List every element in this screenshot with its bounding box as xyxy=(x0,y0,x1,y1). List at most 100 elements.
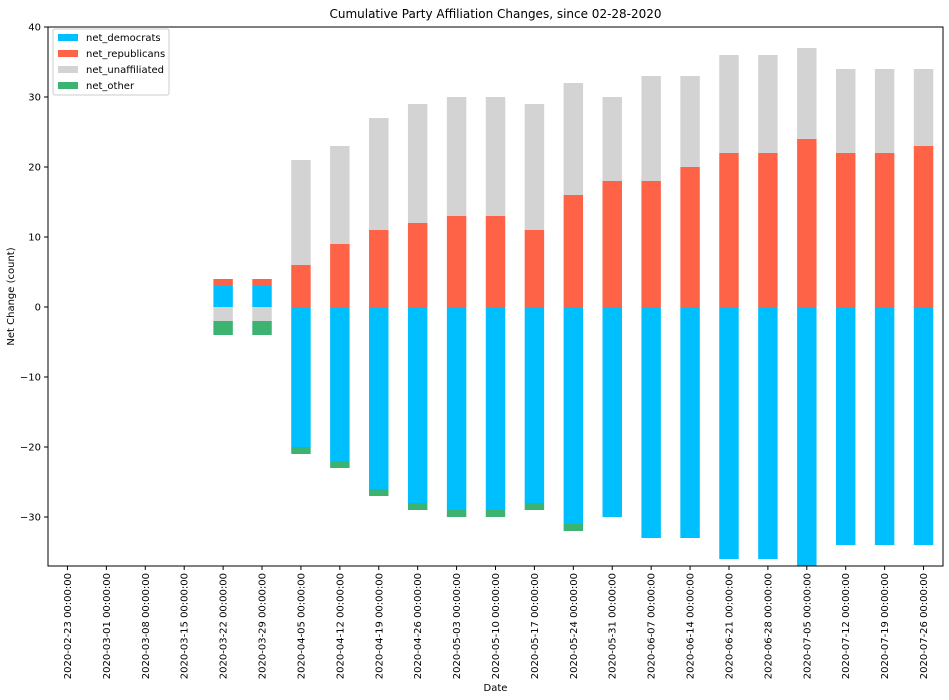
y-tick-label: 30 xyxy=(28,93,41,104)
x-tick-label: 2020-05-03 00:00:00 xyxy=(452,573,463,679)
bar-net_republicans xyxy=(835,153,856,307)
x-tick-label: 2020-05-24 00:00:00 xyxy=(569,573,580,679)
bar-net_unaffiliated xyxy=(719,55,739,153)
bar-net_republicans xyxy=(602,181,622,307)
bar-net_unaffiliated xyxy=(369,118,389,230)
bar-net_republicans xyxy=(874,153,895,307)
bar-net_unaffiliated xyxy=(797,48,817,139)
bar-net_republicans xyxy=(213,279,233,286)
bar-net_unaffiliated xyxy=(252,307,272,321)
bar-net_republicans xyxy=(252,279,272,286)
bar-net_unaffiliated xyxy=(874,69,895,153)
bar-net_republicans xyxy=(291,265,311,307)
bar-net_other xyxy=(524,503,545,510)
bars-group xyxy=(213,48,934,566)
bar-net_unaffiliated xyxy=(563,83,584,195)
bar-net_unaffiliated xyxy=(213,307,233,321)
bar-net_other xyxy=(213,321,233,335)
bar-net_unaffiliated xyxy=(446,97,467,216)
bar-net_democrats xyxy=(641,307,661,538)
bar-net_republicans xyxy=(446,216,467,307)
bar-net_democrats xyxy=(524,307,545,503)
bar-net_democrats xyxy=(213,286,233,307)
legend: net_democrats net_republicans net_unaffili… xyxy=(52,28,170,96)
bar-net_democrats xyxy=(407,307,428,503)
x-tick-label: 2020-03-08 00:00:00 xyxy=(141,573,152,679)
legend-swatch-net_republicans xyxy=(58,50,78,57)
bar-net_democrats xyxy=(797,307,817,566)
x-tick-label: 2020-04-26 00:00:00 xyxy=(413,573,424,679)
bar-net_other xyxy=(291,447,311,454)
bar-net_other xyxy=(485,510,506,517)
x-tick-label: 2020-07-05 00:00:00 xyxy=(802,573,813,679)
bar-net_republicans xyxy=(485,216,506,307)
x-tick-label: 2020-05-10 00:00:00 xyxy=(491,573,502,679)
x-tick-label: 2020-05-31 00:00:00 xyxy=(608,573,619,679)
x-tick-label: 2020-07-12 00:00:00 xyxy=(841,573,852,679)
bar-net_republicans xyxy=(719,153,739,307)
bar-net_unaffiliated xyxy=(291,160,311,265)
bar-net_republicans xyxy=(369,230,389,307)
x-axis: 2020-02-23 00:00:00 2020-03-01 00:00:00 20… xyxy=(63,566,930,679)
bar-net_unaffiliated xyxy=(641,76,661,181)
legend-label-net_unaffiliated: net_unaffiliated xyxy=(86,65,164,76)
y-tick-label: 40 xyxy=(28,23,41,34)
x-tick-label: 2020-04-05 00:00:00 xyxy=(296,573,307,679)
bar-net_democrats xyxy=(602,307,622,517)
bar-net_republicans xyxy=(913,146,934,307)
bar-net_other xyxy=(330,461,350,468)
bar-net_other xyxy=(369,489,389,496)
bar-net_democrats xyxy=(291,307,311,447)
x-tick-label: 2020-02-23 00:00:00 xyxy=(63,573,74,679)
x-tick-label: 2020-03-22 00:00:00 xyxy=(219,573,230,679)
bar-net_other xyxy=(252,321,272,335)
x-tick-label: 2020-03-01 00:00:00 xyxy=(102,573,113,679)
bar-net_democrats xyxy=(369,307,389,489)
x-tick-label: 2020-06-07 00:00:00 xyxy=(647,573,658,679)
bar-net_unaffiliated xyxy=(330,146,350,244)
bar-net_unaffiliated xyxy=(485,97,506,216)
bar-net_republicans xyxy=(563,195,584,307)
bar-net_democrats xyxy=(563,307,584,524)
bar-net_other xyxy=(446,510,467,517)
bar-net_democrats xyxy=(835,307,856,545)
bar-net_republicans xyxy=(407,223,428,307)
legend-label-net_republicans: net_republicans xyxy=(86,49,165,60)
legend-swatch-net_democrats xyxy=(58,34,78,41)
x-tick-label: 2020-03-15 00:00:00 xyxy=(180,573,191,679)
bar-net_other xyxy=(563,524,584,531)
y-tick-label: 10 xyxy=(28,233,41,244)
x-tick-label: 2020-03-29 00:00:00 xyxy=(258,573,269,679)
bar-net_democrats xyxy=(680,307,700,538)
bar-net_republicans xyxy=(641,181,661,307)
bar-net_unaffiliated xyxy=(524,104,545,230)
x-tick-label: 2020-06-14 00:00:00 xyxy=(686,573,697,679)
legend-label-net_democrats: net_democrats xyxy=(86,33,161,44)
bar-net_republicans xyxy=(524,230,545,307)
bar-net_unaffiliated xyxy=(602,97,622,181)
x-tick-label: 2020-06-21 00:00:00 xyxy=(724,573,735,679)
bar-net_democrats xyxy=(330,307,350,461)
x-axis-title: Date xyxy=(484,683,508,694)
bar-net_democrats xyxy=(719,307,739,559)
bar-net_republicans xyxy=(680,167,700,307)
bar-net_republicans xyxy=(330,244,350,307)
bar-net_unaffiliated xyxy=(758,55,778,153)
y-tick-label: 0 xyxy=(35,303,41,314)
legend-swatch-net_other xyxy=(58,82,78,89)
bar-net_democrats xyxy=(485,307,506,510)
bar-net_unaffiliated xyxy=(835,69,856,153)
y-tick-label: −30 xyxy=(20,513,41,524)
y-axis-title: Net Change (count) xyxy=(6,247,17,345)
y-tick-label: −10 xyxy=(20,373,41,384)
legend-swatch-net_unaffiliated xyxy=(58,66,78,73)
y-tick-label: 20 xyxy=(28,163,41,174)
y-tick-label: −20 xyxy=(20,443,41,454)
bar-net_unaffiliated xyxy=(913,69,934,146)
bar-net_republicans xyxy=(797,139,817,307)
bar-net_unaffiliated xyxy=(680,76,700,167)
bar-net_democrats xyxy=(874,307,895,545)
bar-net_democrats xyxy=(252,286,272,307)
bar-net_unaffiliated xyxy=(407,104,428,223)
